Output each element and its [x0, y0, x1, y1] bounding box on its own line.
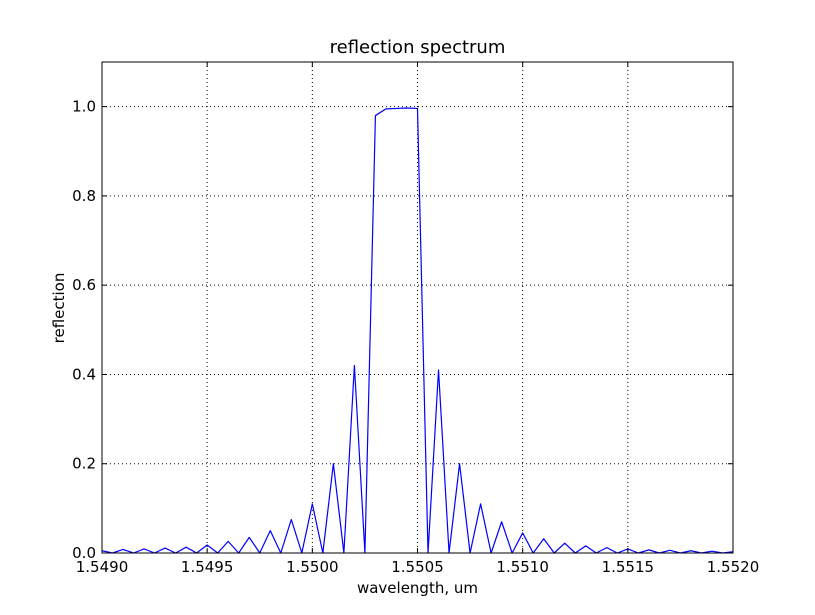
- y-tick-label: 0.6: [72, 276, 96, 294]
- x-tick-label: 1.5490: [76, 558, 129, 576]
- y-tick-label: 1.0: [72, 98, 96, 116]
- y-tick-label: 0.8: [72, 187, 96, 205]
- x-tick-label: 1.5520: [707, 558, 760, 576]
- x-axis-title: wavelength, um: [357, 579, 478, 597]
- x-tick-label: 1.5505: [391, 558, 444, 576]
- x-tick-label: 1.5510: [496, 558, 549, 576]
- y-tick-label: 0.4: [72, 365, 96, 383]
- ticks: 1.5490 1.5495 1.5500 1.5505 1.5510 1.5515 1.55…: [72, 62, 759, 576]
- x-tick-label: 1.5500: [286, 558, 339, 576]
- y-tick-label: 0.0: [72, 544, 96, 562]
- plot-area: [102, 62, 733, 553]
- y-axis-title: reflection: [50, 273, 68, 344]
- y-tick-label: 0.2: [72, 455, 96, 473]
- chart-title: reflection spectrum: [330, 37, 506, 58]
- x-tick-label: 1.5495: [181, 558, 234, 576]
- x-tick-label: 1.5515: [602, 558, 655, 576]
